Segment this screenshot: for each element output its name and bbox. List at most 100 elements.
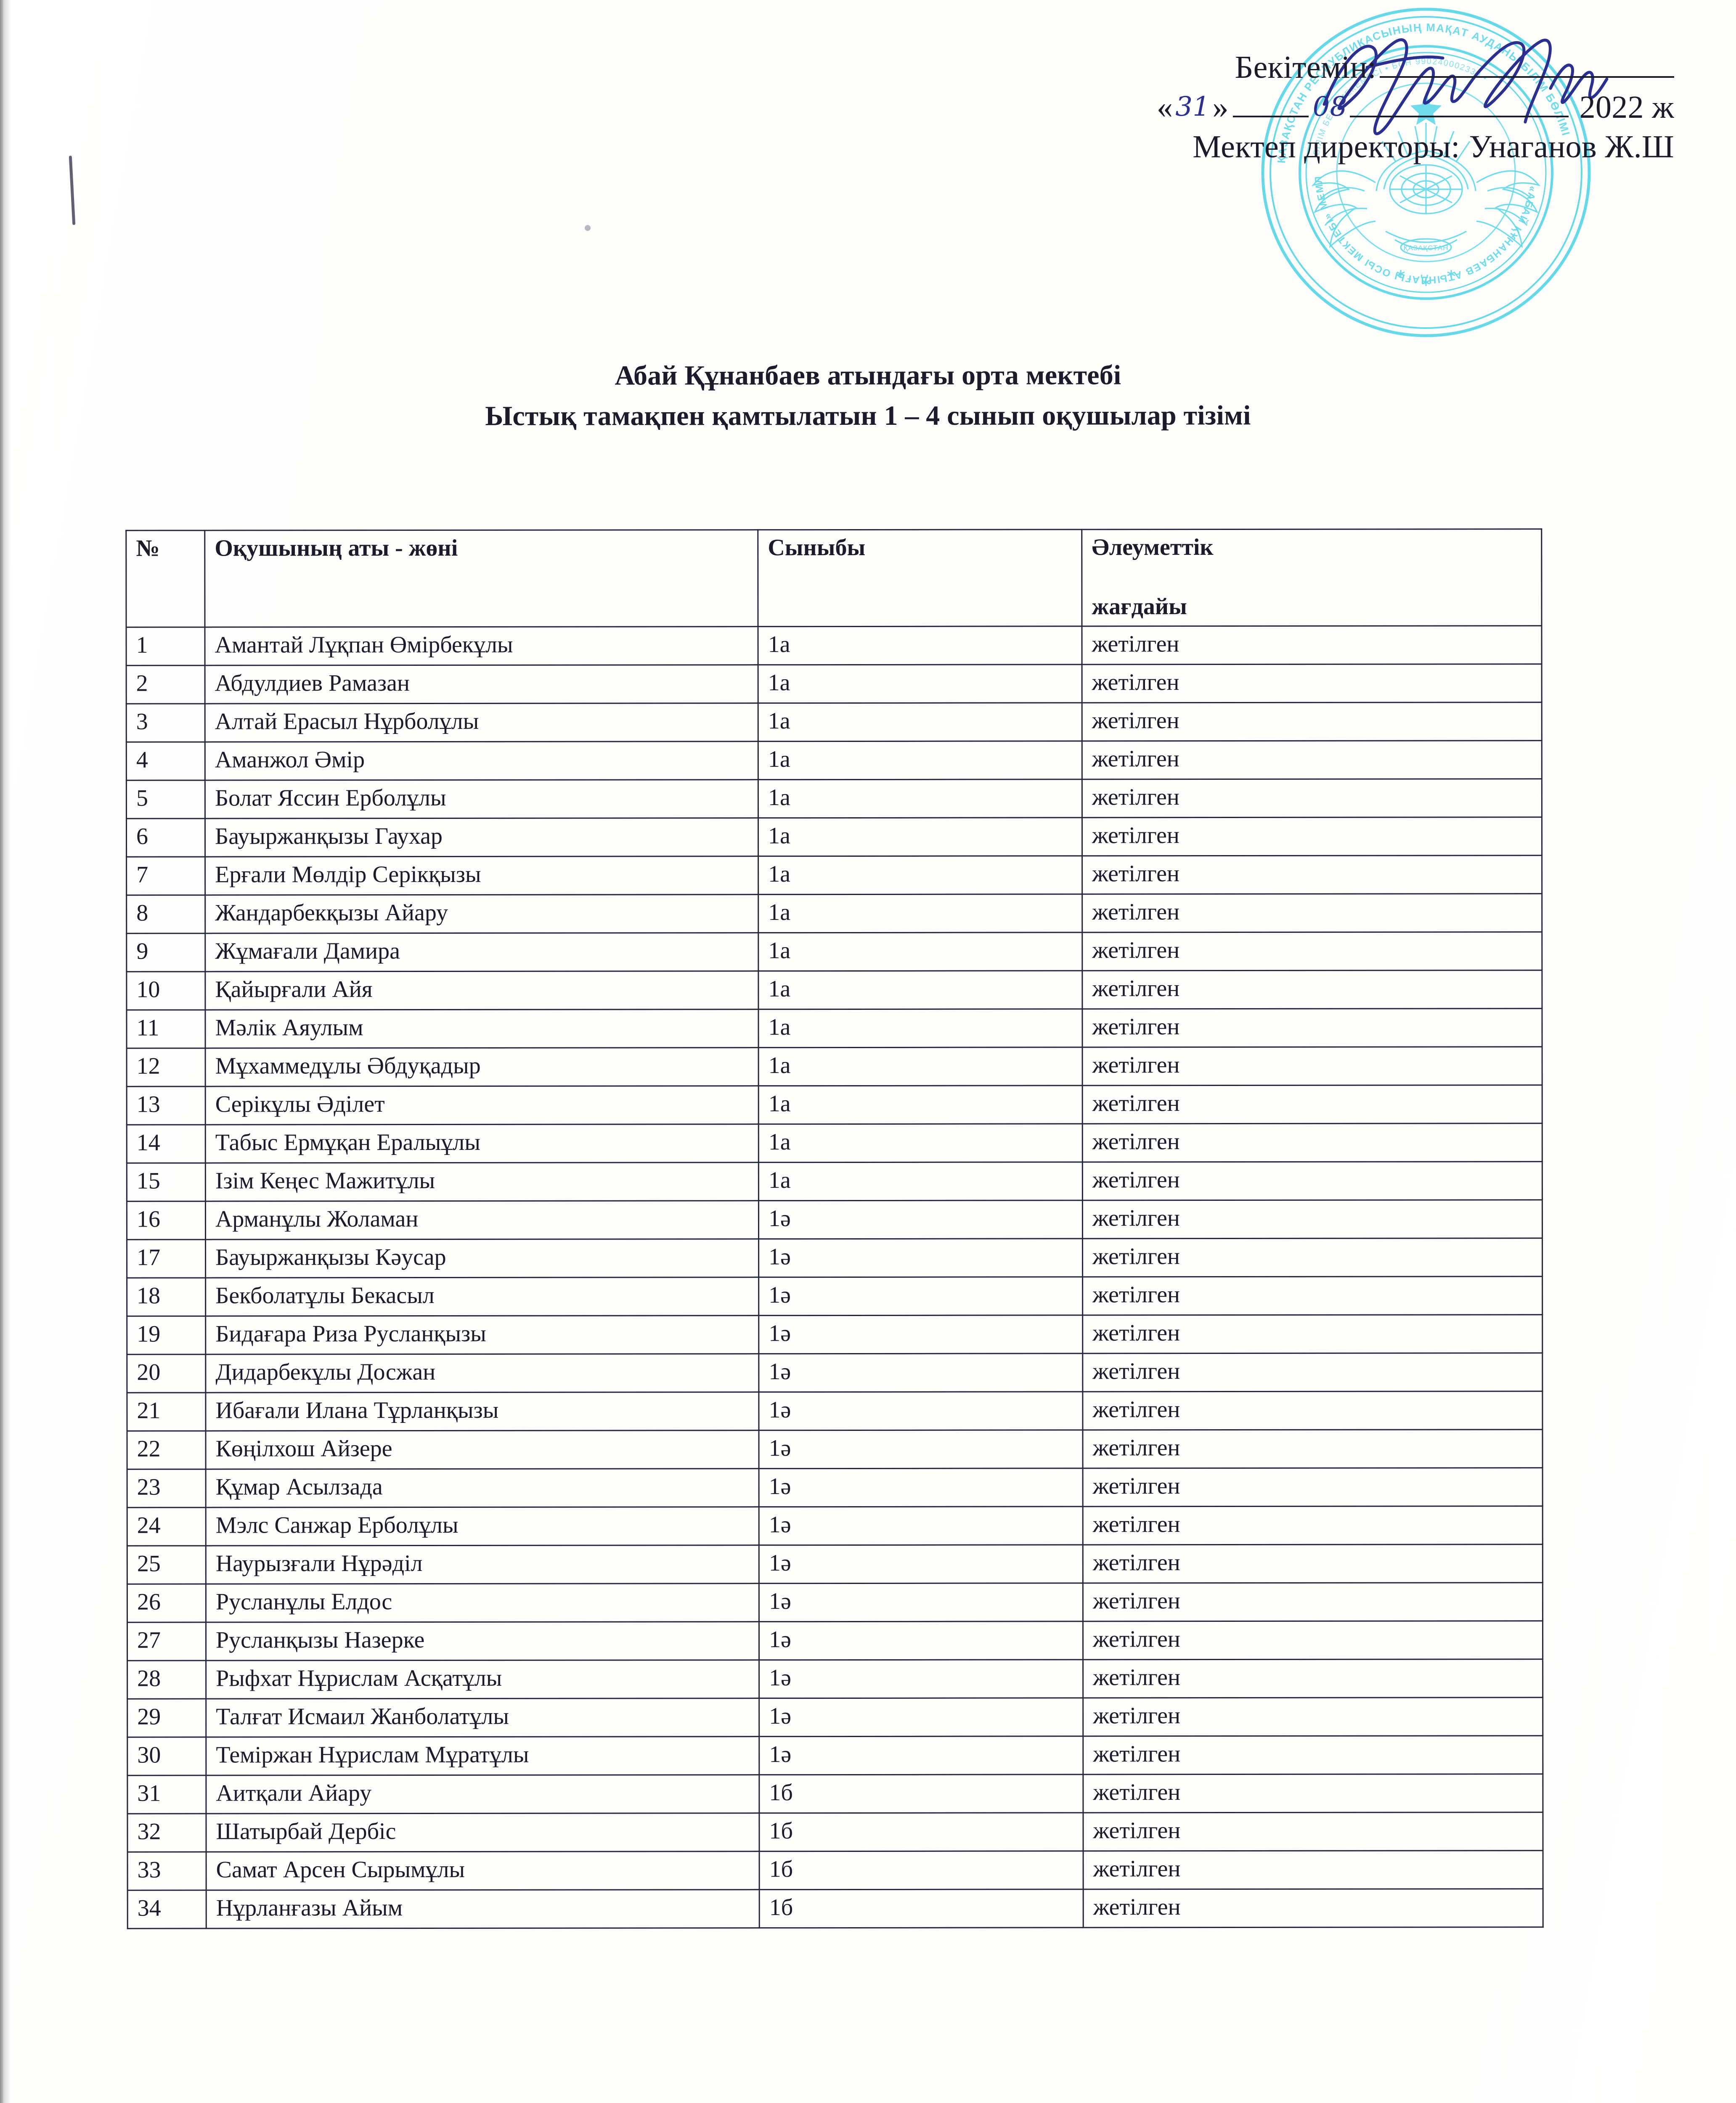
row-name: Құмар Асылзада xyxy=(206,1469,759,1508)
row-num: 14 xyxy=(127,1125,206,1163)
row-num: 27 xyxy=(127,1622,206,1661)
row-social: жетілген xyxy=(1083,1583,1543,1622)
row-num: 33 xyxy=(127,1852,207,1891)
header-class: Сыныбы xyxy=(758,529,1082,627)
row-num: 10 xyxy=(126,972,205,1010)
row-num: 7 xyxy=(126,857,205,895)
row-num: 25 xyxy=(127,1546,206,1584)
row-name: Серікұлы Әділет xyxy=(205,1086,759,1125)
table-row: 23 Құмар Асылзада 1ә жетілген xyxy=(127,1468,1543,1508)
row-num: 2 xyxy=(126,665,205,704)
row-class: 1б xyxy=(759,1813,1084,1852)
row-num: 4 xyxy=(126,742,205,781)
row-class: 1ә xyxy=(759,1736,1083,1775)
table-row: 2 Абдулдиев Рамазан 1а жетілген xyxy=(126,664,1542,704)
row-num: 30 xyxy=(127,1737,206,1776)
row-name: Русланұлы Елдос xyxy=(206,1584,759,1623)
table-body: 1 Амантай Лұқпан Өмірбекұлы 1а жетілген 2 Абд… xyxy=(126,626,1543,1929)
row-num: 18 xyxy=(127,1278,206,1316)
director-name: Унаганов Ж.Ш xyxy=(1469,129,1674,165)
row-class: 1а xyxy=(758,741,1082,780)
row-num: 19 xyxy=(127,1316,206,1355)
table-row: 21 Ибағали Илана Тұрланқызы 1ә жетілген xyxy=(127,1391,1543,1431)
row-name: Ибағали Илана Тұрланқызы xyxy=(205,1392,759,1431)
table-row: 28 Рыфхат Нұрислам Асқатұлы 1ә жетілген xyxy=(127,1659,1543,1699)
month-rule xyxy=(1349,115,1569,118)
row-name: Мұхаммедұлы Әбдуқадыр xyxy=(205,1048,759,1087)
row-class: 1ә xyxy=(758,1277,1083,1316)
row-social: жетілген xyxy=(1083,1430,1543,1469)
row-class: 1ә xyxy=(758,1315,1083,1354)
row-class: 1а xyxy=(758,932,1082,972)
row-name: Абдулдиев Рамазан xyxy=(205,665,758,704)
row-name: Самат Арсен Сырымұлы xyxy=(206,1851,760,1891)
row-social: жетілген xyxy=(1082,779,1542,818)
year-label: 2022 ж xyxy=(1579,89,1674,125)
row-name: Бауыржанқызы Кәусар xyxy=(205,1239,759,1278)
row-num: 6 xyxy=(126,818,205,857)
row-social: жетілген xyxy=(1082,626,1542,665)
row-name: Бекболатұлы Бекасыл xyxy=(205,1277,759,1316)
row-name: Ерғали Мөлдір Серікқызы xyxy=(205,856,758,895)
row-class: 1ә xyxy=(759,1507,1083,1546)
table-row: 31 Аитқали Айару 1б жетілген xyxy=(127,1774,1543,1814)
row-social: жетілген xyxy=(1083,1851,1543,1890)
document-title-block: Абай Құнанбаев атындағы орта мектебі Ыст… xyxy=(0,359,1736,433)
table-row: 22 Көңілхош Айзере 1ә жетілген xyxy=(127,1430,1543,1470)
row-name: Ізім Кеңес Мажитұлы xyxy=(205,1163,759,1202)
row-name: Мәлік Аяулым xyxy=(205,1009,759,1049)
row-class: 1а xyxy=(758,971,1082,1010)
row-name: Мэлс Санжар Ерболұлы xyxy=(206,1507,759,1546)
table-row: 13 Серікұлы Әділет 1а жетілген xyxy=(127,1085,1543,1125)
row-class: 1ә xyxy=(759,1468,1083,1507)
table-row: 24 Мэлс Санжар Ерболұлы 1ә жетілген xyxy=(127,1506,1543,1546)
header-social-line1: Әлеуметтік xyxy=(1092,534,1214,561)
row-num: 9 xyxy=(126,933,205,972)
row-num: 12 xyxy=(127,1048,206,1087)
row-num: 23 xyxy=(127,1469,206,1508)
row-num: 17 xyxy=(127,1240,206,1278)
row-name: Рыфхат Нұрислам Асқатұлы xyxy=(206,1660,759,1699)
row-name: Русланқызы Назерке xyxy=(206,1622,759,1661)
row-num: 24 xyxy=(127,1507,206,1546)
stray-ink-dot xyxy=(585,225,591,231)
svg-text:«АБАЙ ҚҰНАНБАЕВ АТЫНДАҒЫ ОСЫ М: «АБАЙ ҚҰНАНБАЕВ АТЫНДАҒЫ ОСЫ МЕКТЕБІ» МЕ… xyxy=(1313,164,1538,286)
table-row: 30 Теміржан Нұрислам Мұратұлы 1ә жетілген xyxy=(127,1736,1543,1776)
row-social: жетілген xyxy=(1082,741,1542,780)
table-row: 15 Ізім Кеңес Мажитұлы 1а жетілген xyxy=(127,1162,1543,1202)
row-name: Наурызғали Нұрәділ xyxy=(206,1545,759,1584)
row-social: жетілген xyxy=(1083,1468,1543,1507)
row-social: жетілген xyxy=(1082,894,1542,933)
document-subtitle: Ыстық тамақпен қамтылатын 1 – 4 сынып оқ… xyxy=(485,400,1251,432)
row-social: жетілген xyxy=(1082,970,1542,1009)
date-day-value: 31 xyxy=(1175,91,1210,123)
row-social: жетілген xyxy=(1083,1889,1543,1928)
row-social: жетілген xyxy=(1082,1047,1543,1086)
row-name: Амантай Лұқпан Өмірбекұлы xyxy=(205,627,758,666)
row-num: 26 xyxy=(127,1584,206,1623)
signature-rule xyxy=(1380,76,1674,78)
row-class: 1а xyxy=(758,894,1082,933)
row-name: Арманұлы Жоламан xyxy=(205,1201,759,1240)
row-class: 1ә xyxy=(759,1545,1083,1584)
row-social: жетілген xyxy=(1082,856,1542,895)
row-class: 1а xyxy=(758,779,1082,818)
row-num: 22 xyxy=(127,1431,206,1470)
table-row: 18 Бекболатұлы Бекасыл 1ә жетілген xyxy=(127,1277,1543,1316)
table-row: 27 Русланқызы Назерке 1ә жетілген xyxy=(127,1621,1543,1661)
table-row: 16 Арманұлы Жоламан 1ә жетілген xyxy=(127,1200,1543,1240)
row-class: 1б xyxy=(759,1775,1083,1814)
row-social: жетілген xyxy=(1083,1621,1543,1660)
row-class: 1а xyxy=(758,856,1082,895)
row-class: 1а xyxy=(758,626,1082,665)
row-social: жетілген xyxy=(1082,1009,1543,1048)
row-class: 1ә xyxy=(758,1353,1083,1393)
row-social: жетілген xyxy=(1082,1277,1543,1316)
row-name: Аитқали Айару xyxy=(206,1775,759,1814)
row-class: 1ә xyxy=(759,1430,1083,1469)
table-row: 32 Шатырбай Дербіс 1б жетілген xyxy=(127,1812,1543,1852)
row-num: 1 xyxy=(126,627,205,666)
row-num: 5 xyxy=(126,780,205,819)
table-row: 33 Самат Арсен Сырымұлы 1б жетілген xyxy=(127,1851,1543,1891)
row-num: 20 xyxy=(127,1354,206,1393)
